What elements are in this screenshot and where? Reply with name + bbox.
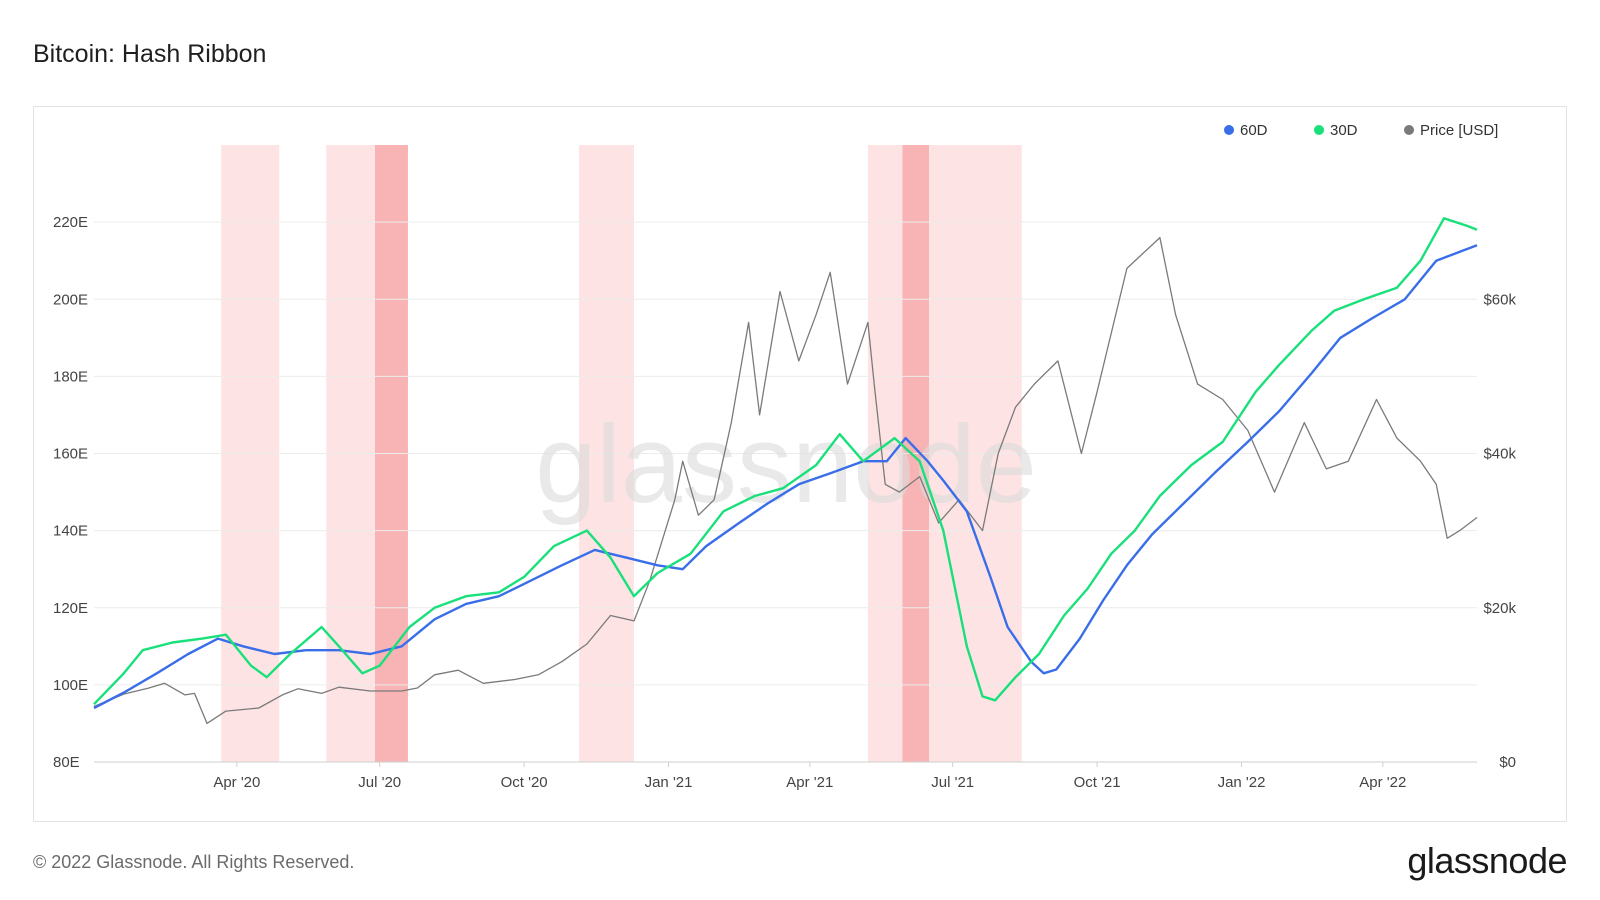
legend-swatch-ma30 (1314, 125, 1324, 135)
x-tick-label: Jan '21 (645, 774, 693, 791)
gridlines (94, 221, 1477, 763)
y-right-tick-label: $60k (1483, 291, 1516, 308)
y-left-tick-label: 100E (53, 677, 88, 694)
legend-swatch-ma60 (1224, 125, 1234, 135)
y-right-tick-label: $0 (1499, 754, 1516, 771)
y-left-tick-label: 80E (53, 754, 80, 771)
x-tick-label: Apr '22 (1359, 774, 1406, 791)
copyright: © 2022 Glassnode. All Rights Reserved. (33, 852, 355, 872)
x-tick-label: Oct '21 (1074, 774, 1121, 791)
legend-swatch-price (1404, 125, 1414, 135)
x-axis: Apr '20 Jul '20 Oct '20 Jan '21 Apr '21 Jul '… (213, 762, 1406, 791)
watermark: glassnode (535, 403, 1037, 526)
right-axis: $0 $20k $40k $60k (1483, 291, 1516, 771)
series-lines (93, 217, 1478, 725)
y-left-tick-label: 180E (53, 368, 88, 385)
y-left-tick-label: 220E (53, 214, 88, 231)
page-title: Bitcoin: Hash Ribbon (33, 40, 267, 68)
legend-label-price[interactable]: Price [USD] (1420, 122, 1498, 139)
legend: 60D 30D Price [USD] (1224, 122, 1498, 139)
left-axis: 80E 100E 120E 140E 160E 180E 200E 220E (53, 214, 88, 771)
hash-ribbon-chart: glassnode 80E 100E 120E 140E 160E 180E 200E 220… (53, 122, 1516, 791)
legend-label-ma60[interactable]: 60D (1240, 122, 1268, 139)
series-line-ma30 (93, 217, 1478, 706)
series-line-price (93, 236, 1478, 725)
y-left-tick-label: 160E (53, 446, 88, 463)
y-left-tick-label: 200E (53, 291, 88, 308)
brand-logo[interactable]: glassnode (1407, 840, 1567, 881)
x-tick-label: Jul '21 (931, 774, 974, 791)
x-tick-label: Jan '22 (1218, 774, 1266, 791)
y-right-tick-label: $40k (1483, 446, 1516, 463)
y-left-tick-label: 120E (53, 600, 88, 617)
y-left-tick-label: 140E (53, 523, 88, 540)
x-tick-label: Apr '20 (213, 774, 260, 791)
x-tick-label: Apr '21 (786, 774, 833, 791)
series-line-ma60 (93, 244, 1478, 710)
chart-panel: glassnode 80E 100E 120E 140E 160E 180E 200E 220… (33, 106, 1567, 822)
x-tick-label: Jul '20 (358, 774, 401, 791)
y-right-tick-label: $20k (1483, 600, 1516, 617)
legend-label-ma30[interactable]: 30D (1330, 122, 1358, 139)
x-tick-label: Oct '20 (501, 774, 548, 791)
